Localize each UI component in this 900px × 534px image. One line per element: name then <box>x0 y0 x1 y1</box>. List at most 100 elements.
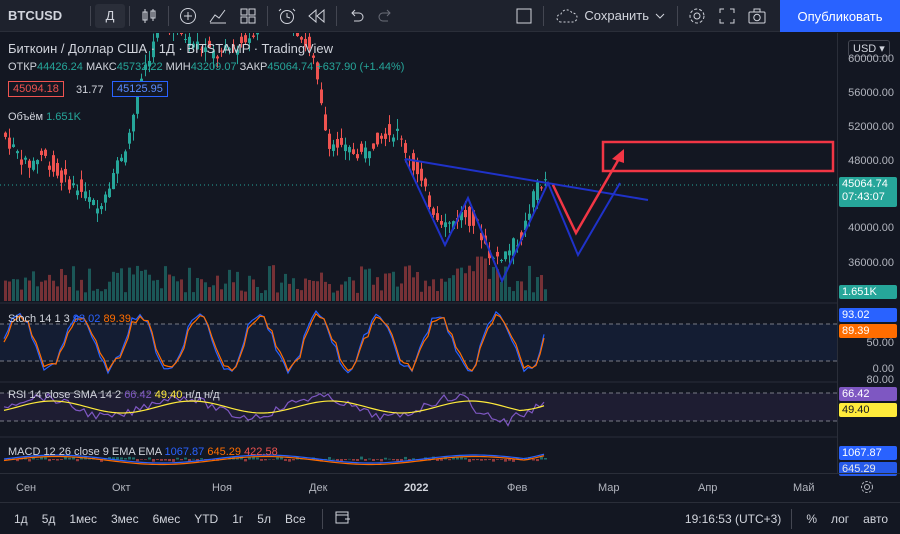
candle-body <box>380 135 383 139</box>
volume-bar <box>68 286 71 301</box>
gear-icon[interactable] <box>860 480 874 499</box>
save-button[interactable]: Сохранить <box>548 0 673 32</box>
candle-body <box>388 124 391 136</box>
macd-histogram-bar <box>332 458 335 460</box>
price-scale[interactable]: USD ▾ 60000.00 56000.00 52000.00 48000.0… <box>837 33 900 476</box>
macd-histogram-bar <box>132 457 135 460</box>
redo-icon[interactable] <box>371 0 401 32</box>
publish-button[interactable]: Опубликовать <box>780 0 900 32</box>
macd-histogram-bar <box>168 459 171 462</box>
candle-body <box>184 38 187 40</box>
range-3m[interactable]: 3мес <box>110 511 139 526</box>
sell-price[interactable]: 45094.18 <box>8 81 64 97</box>
camera-icon[interactable] <box>742 0 772 32</box>
volume-bar <box>424 280 427 301</box>
chart-canvas[interactable] <box>0 0 837 473</box>
macd-histogram-bar <box>344 459 347 461</box>
goto-date-icon[interactable] <box>335 510 351 527</box>
range-6m[interactable]: 6мес <box>152 511 181 526</box>
candle-body <box>328 133 331 149</box>
symbol-search[interactable]: BTCUSD <box>8 8 63 23</box>
candle-body <box>148 60 151 67</box>
volume-bar <box>532 292 535 301</box>
divider <box>129 5 130 26</box>
macd-histogram-bar <box>72 457 75 460</box>
candle-body <box>252 35 255 37</box>
chart-area[interactable]: Биткоин / Доллар США · 1Д · BITSTAMP · T… <box>0 0 837 473</box>
macd-legend: MACD 12 26 close 9 EMA EMA 1067.87 645.2… <box>8 446 278 458</box>
volume-bar <box>220 289 223 301</box>
macd-histogram-bar <box>56 459 59 461</box>
log-toggle[interactable]: лог <box>830 511 850 526</box>
range-1y[interactable]: 1г <box>232 511 244 526</box>
range-ytd[interactable]: YTD <box>194 511 219 526</box>
macd-histogram-bar <box>472 459 475 461</box>
currency-label: USD <box>853 43 877 55</box>
interval-button[interactable]: Д <box>95 3 125 28</box>
undo-icon[interactable] <box>341 0 371 32</box>
candle-body <box>412 153 415 171</box>
volume-bar <box>304 278 307 301</box>
macd-histogram-bar <box>112 457 115 460</box>
currency-select[interactable]: USD ▾ <box>848 40 890 57</box>
macd-histogram-bar <box>528 457 531 460</box>
candle-body <box>544 179 547 181</box>
volume-bar <box>536 277 539 301</box>
macd-histogram-bar <box>240 456 243 460</box>
range-5d[interactable]: 5д <box>41 511 56 526</box>
macd-histogram-bar <box>48 459 51 462</box>
auto-toggle[interactable]: авто <box>863 511 888 526</box>
candle-body <box>452 221 455 230</box>
volume-bar <box>168 274 171 301</box>
macd-histogram-bar <box>116 457 119 460</box>
range-5y[interactable]: 5л <box>257 511 271 526</box>
time-scale[interactable]: Сен Окт Ноя Дек 2022 Фев Мар Апр Май <box>0 473 900 501</box>
macd-histogram-bar <box>516 457 519 460</box>
macd-label: MACD 12 26 close 9 EMA EMA <box>8 446 162 458</box>
range-all[interactable]: Все <box>284 511 306 526</box>
volume-bar <box>60 268 63 301</box>
candles-icon[interactable] <box>134 0 164 32</box>
volume-bar <box>428 286 431 301</box>
percent-toggle[interactable]: % <box>806 511 817 526</box>
stoch-tick: 50.00 <box>866 337 894 349</box>
macd-histogram-bar <box>352 459 355 461</box>
clock[interactable]: 19:16:53 (UTC+3) <box>684 511 782 526</box>
candle-body <box>348 147 351 153</box>
volume-bar <box>16 279 19 301</box>
fullscreen-icon[interactable] <box>712 0 742 32</box>
volume-bar <box>196 277 199 301</box>
range-1m[interactable]: 1мес <box>69 511 97 526</box>
range-1d[interactable]: 1д <box>14 511 28 526</box>
gear-icon[interactable] <box>682 0 712 32</box>
macd-signal-label: 645.29 <box>839 462 897 476</box>
candle-body <box>440 220 443 225</box>
candle-body <box>536 182 539 201</box>
candle-body <box>84 191 87 199</box>
spread-value: 31.77 <box>76 84 104 96</box>
top-toolbar: BTCUSD Д Сохранить <box>0 0 900 32</box>
volume-bar <box>284 273 287 301</box>
volume-bar <box>140 270 143 301</box>
candle-body <box>340 137 343 145</box>
candle-body <box>460 211 463 221</box>
candle-body <box>136 90 139 114</box>
templates-icon[interactable] <box>233 0 263 32</box>
macd-histogram-bar <box>184 457 187 460</box>
buy-price[interactable]: 45125.95 <box>112 81 168 97</box>
volume-bar <box>244 291 247 301</box>
current-price-label: 45064.74 07:43:07 <box>839 177 897 207</box>
macd-histogram-bar <box>540 457 543 460</box>
macd-histogram-bar <box>32 457 35 460</box>
replay-icon[interactable] <box>302 0 332 32</box>
indicators-icon[interactable] <box>203 0 233 32</box>
volume-bar <box>44 280 47 301</box>
macd-histogram-bar <box>60 459 63 460</box>
alert-clock-icon[interactable] <box>272 0 302 32</box>
macd-histogram-bar <box>28 459 31 462</box>
layout-icon[interactable] <box>509 0 539 32</box>
add-indicator-icon[interactable] <box>173 0 203 32</box>
macd-histogram-bar <box>532 459 535 461</box>
volume-bar <box>468 265 471 301</box>
candle-body <box>92 199 95 205</box>
